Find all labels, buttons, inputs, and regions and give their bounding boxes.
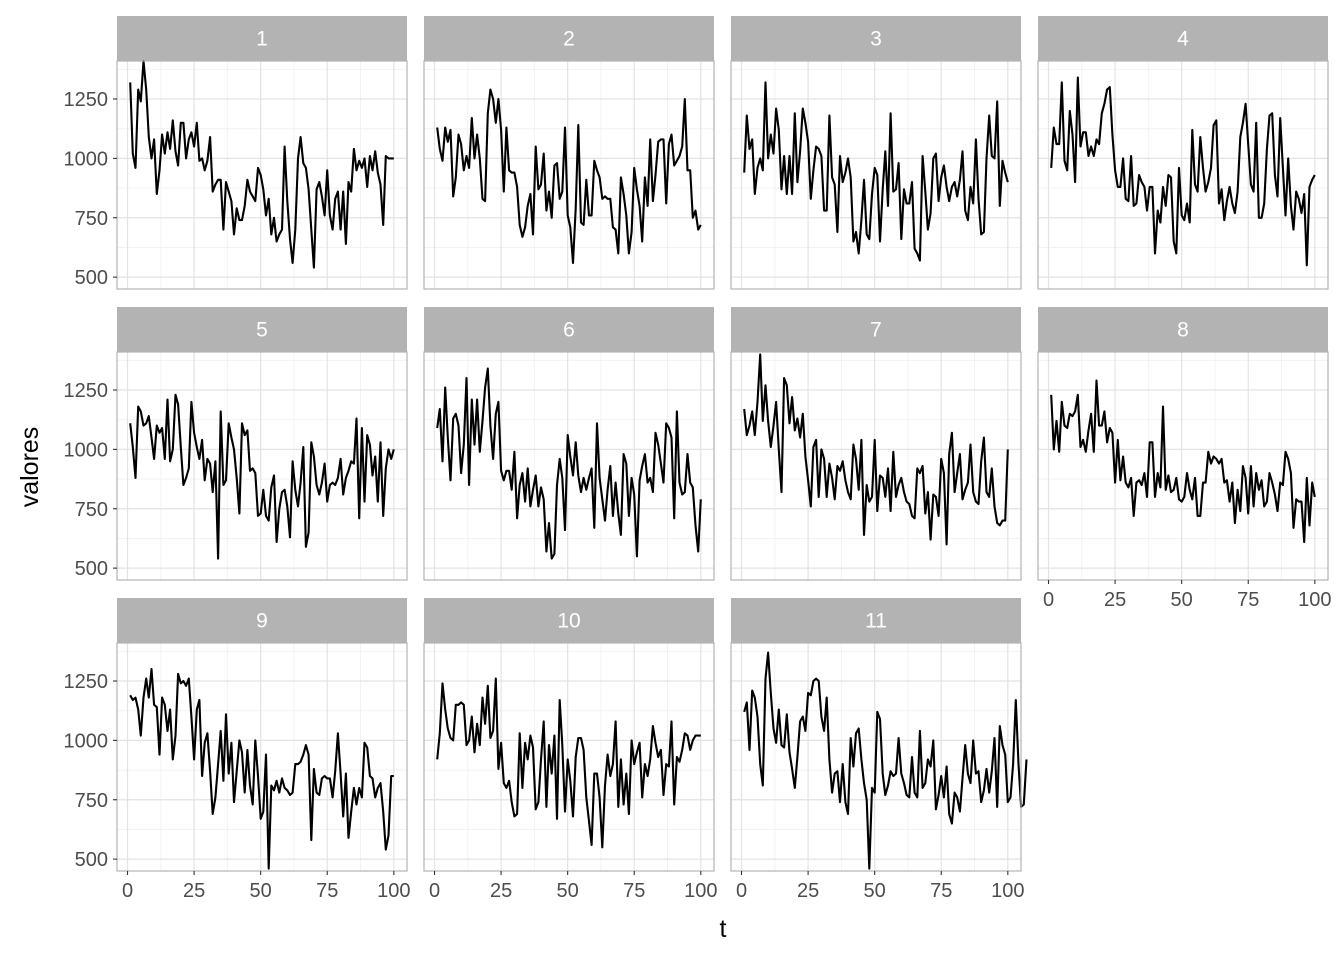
- y-tick-label: 750: [75, 499, 108, 521]
- x-tick-label: 0: [429, 880, 440, 902]
- facet-panel-3: 3: [730, 16, 1022, 290]
- facet-strip-7: [731, 307, 1021, 352]
- facet-panel-7: 7: [730, 307, 1022, 581]
- series-line-10: [436, 677, 701, 849]
- series-line-6: [436, 367, 702, 560]
- facet-strip-8: [1038, 307, 1328, 352]
- facet-panel-10: 10: [423, 598, 715, 872]
- panel-border: [423, 60, 715, 290]
- facet-panel-5: 5: [116, 307, 408, 581]
- facet-panel-11: 11: [730, 598, 1028, 872]
- facet-strip-label-4: 4: [1177, 28, 1189, 51]
- facet-strip-label-1: 1: [256, 28, 268, 51]
- x-tick-label: 25: [797, 880, 819, 902]
- x-tick-label: 100: [684, 880, 717, 902]
- y-tick-label: 500: [75, 558, 108, 580]
- series-line-5: [129, 393, 395, 560]
- facet-strip-label-10: 10: [557, 610, 580, 633]
- x-tick-label: 0: [736, 880, 747, 902]
- y-tick-label: 500: [75, 849, 108, 871]
- x-tick-label: 100: [1298, 589, 1331, 611]
- panel-border: [730, 351, 1022, 581]
- series-line-7: [743, 353, 1009, 546]
- facet-strip-6: [424, 307, 714, 352]
- x-tick-label: 75: [316, 880, 338, 902]
- facet-strip-label-5: 5: [256, 319, 268, 342]
- x-axis-title: t: [720, 915, 727, 943]
- series-line-1: [129, 59, 394, 269]
- facet-strip-label-6: 6: [563, 319, 575, 342]
- x-tick-label: 50: [557, 880, 579, 902]
- x-tick-label: 25: [1104, 589, 1126, 611]
- series-line-11: [743, 651, 1028, 870]
- facet-strip-label-2: 2: [563, 28, 575, 51]
- facet-panel-4: 4: [1037, 16, 1329, 290]
- x-tick-label: 75: [623, 880, 645, 902]
- x-tick-label: 100: [991, 880, 1024, 902]
- panel-border: [730, 60, 1022, 290]
- facet-strip-10: [424, 598, 714, 643]
- facet-panel-2: 2: [423, 16, 715, 290]
- panel-border: [116, 642, 408, 872]
- y-tick-label: 1000: [64, 730, 109, 752]
- x-tick-label: 75: [930, 880, 952, 902]
- facet-strip-2: [424, 16, 714, 61]
- facet-strip-9: [117, 598, 407, 643]
- panel-border: [423, 642, 715, 872]
- facet-panel-6: 6: [423, 307, 715, 581]
- facet-strip-4: [1038, 16, 1328, 61]
- series-line-8: [1050, 379, 1316, 544]
- facet-panel-1: 1: [116, 16, 408, 290]
- x-tick-label: 50: [250, 880, 272, 902]
- series-line-9: [129, 668, 394, 870]
- y-tick-label: 500: [75, 267, 108, 289]
- x-tick-label: 50: [1171, 589, 1193, 611]
- y-tick-label: 750: [75, 790, 108, 812]
- facet-strip-label-9: 9: [256, 610, 268, 633]
- facet-panels: 1 2 3 4 5 6 7 8 9 10 11: [116, 16, 1329, 872]
- x-tick-label: 25: [183, 880, 205, 902]
- facet-strip-3: [731, 16, 1021, 61]
- facet-strip-label-3: 3: [870, 28, 882, 51]
- panel-border: [116, 351, 408, 581]
- x-tick-label: 0: [122, 880, 133, 902]
- y-tick-label: 1250: [64, 89, 109, 111]
- facet-strip-label-11: 11: [865, 610, 887, 633]
- panel-border: [1037, 351, 1329, 581]
- facet-strip-label-7: 7: [870, 319, 882, 342]
- y-tick-label: 1250: [64, 380, 109, 402]
- x-tick-label: 75: [1237, 589, 1259, 611]
- facet-strip-label-8: 8: [1177, 319, 1189, 342]
- panel-border: [116, 60, 408, 290]
- series-line-2: [436, 88, 702, 264]
- panel-border: [730, 642, 1022, 872]
- y-axis-title: valores: [16, 427, 44, 508]
- facet-panel-8: 8: [1037, 307, 1329, 581]
- facet-strip-11: [731, 598, 1021, 643]
- x-tick-label: 25: [490, 880, 512, 902]
- panel-border: [423, 351, 715, 581]
- x-tick-label: 0: [1043, 589, 1054, 611]
- y-tick-label: 1250: [64, 671, 109, 693]
- facet-strip-1: [117, 16, 407, 61]
- y-tick-label: 1000: [64, 439, 109, 461]
- y-tick-label: 750: [75, 208, 108, 230]
- series-line-4: [1050, 76, 1316, 267]
- x-tick-label: 50: [864, 880, 886, 902]
- facet-panel-9: 9: [116, 598, 408, 872]
- y-tick-label: 1000: [64, 148, 109, 170]
- x-tick-label: 100: [377, 880, 410, 902]
- series-line-3: [743, 81, 1009, 262]
- facet-strip-5: [117, 307, 407, 352]
- panel-border: [1037, 60, 1329, 290]
